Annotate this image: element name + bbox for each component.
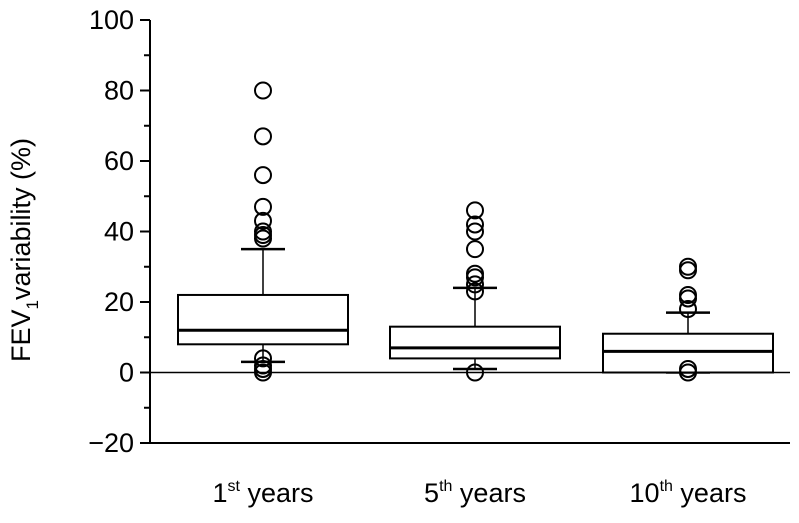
y-tick-label: 0 <box>119 358 134 388</box>
outlier-point <box>254 222 272 241</box>
outlier-point <box>254 211 272 230</box>
iqr-box <box>389 325 561 360</box>
outlier-point <box>679 359 697 378</box>
y-tick-label: 80 <box>104 76 134 106</box>
category-label: 5th years <box>424 478 526 508</box>
y-tick-label: 60 <box>104 146 134 176</box>
iqr-box <box>177 293 349 346</box>
outlier-point <box>254 197 272 216</box>
outlier-point <box>466 363 484 382</box>
outlier-point <box>466 240 484 259</box>
box-2 <box>389 201 561 382</box>
outlier-point <box>466 222 484 241</box>
outlier-point <box>466 275 484 294</box>
boxes-group <box>177 81 774 382</box>
outlier-point <box>679 289 697 308</box>
outlier-point <box>466 201 484 220</box>
outlier-point <box>679 257 697 276</box>
outlier-point <box>466 264 484 283</box>
svg-text:FEV1variability (%): FEV1variability (%) <box>6 138 42 362</box>
y-tick-label: 100 <box>89 5 134 35</box>
y-axis: −20 0 20 40 60 80 100 <box>88 5 151 458</box>
box-1 <box>177 81 349 382</box>
outlier-point <box>679 300 697 319</box>
outlier-point <box>679 261 697 280</box>
iqr-box <box>602 332 774 374</box>
y-axis-label-subscript: 1 <box>23 300 42 309</box>
outlier-point <box>466 282 484 301</box>
outlier-point <box>679 285 697 304</box>
y-tick-label: −20 <box>88 428 134 458</box>
outlier-point <box>254 356 272 375</box>
y-tick-label: 40 <box>104 217 134 247</box>
outlier-point <box>254 349 272 368</box>
outlier-point <box>254 166 272 185</box>
y-axis-label-prefix: FEV <box>6 309 36 362</box>
outlier-point <box>254 127 272 146</box>
category-labels: 1st years 5th years 10th years <box>212 478 746 508</box>
category-label: 1st years <box>212 478 313 508</box>
y-axis-label: FEV1variability (%) <box>6 138 42 362</box>
y-tick-label: 20 <box>104 287 134 317</box>
y-axis-label-suffix: variability (%) <box>6 138 36 300</box>
box-3 <box>602 257 774 382</box>
outlier-point <box>466 215 484 234</box>
category-label: 10th years <box>630 478 747 508</box>
outlier-point <box>254 81 272 100</box>
